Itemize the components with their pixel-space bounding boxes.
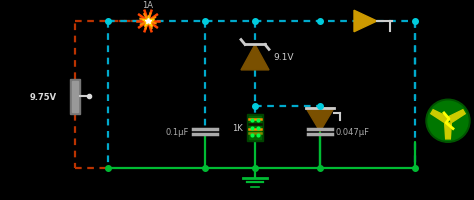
Polygon shape (448, 110, 465, 123)
Bar (140, 19, 150, 25)
Bar (72, 81, 78, 112)
Text: 0.1μF: 0.1μF (165, 127, 189, 136)
Polygon shape (306, 109, 334, 132)
Bar (249, 116, 261, 140)
Text: 9.1V: 9.1V (273, 52, 293, 61)
Polygon shape (431, 110, 448, 123)
Bar (70, 79, 80, 114)
Text: 1K: 1K (232, 123, 243, 132)
Circle shape (426, 100, 470, 143)
Text: 1A: 1A (143, 1, 154, 10)
Polygon shape (445, 123, 451, 139)
Text: 0.047μF: 0.047μF (336, 127, 370, 136)
Text: 9.75V: 9.75V (30, 92, 57, 101)
Polygon shape (241, 45, 269, 71)
Bar (247, 114, 263, 142)
Polygon shape (354, 11, 377, 33)
Circle shape (428, 102, 468, 141)
